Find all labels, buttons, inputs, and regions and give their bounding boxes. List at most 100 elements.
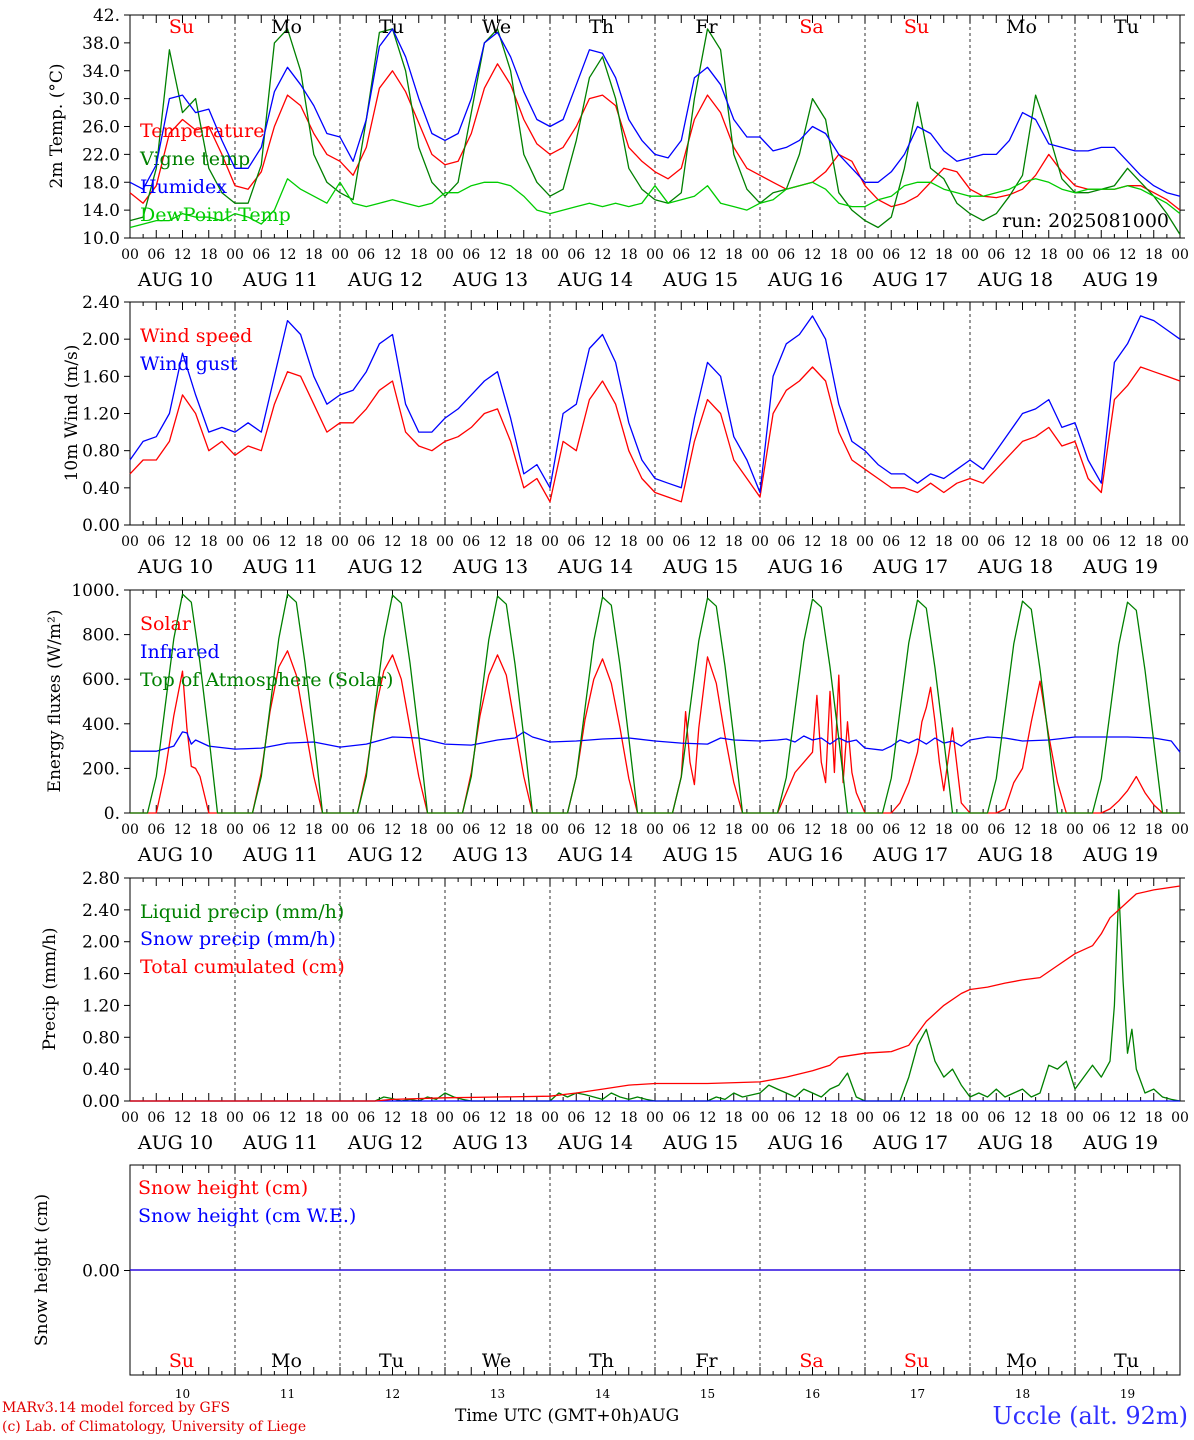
- hour-tick-label: 12: [279, 1110, 297, 1126]
- hour-tick-label: 12: [909, 1110, 927, 1126]
- date-label: AUG 14: [557, 269, 633, 291]
- date-label: AUG 16: [767, 844, 843, 866]
- hour-tick-label: 00: [541, 534, 559, 550]
- hour-tick-label: 18: [410, 822, 428, 838]
- date-label: AUG 11: [242, 1132, 318, 1154]
- date-label: AUG 13: [452, 844, 528, 866]
- hour-tick-label: 00: [331, 247, 349, 263]
- legend-entry: Liquid precip (mm/h): [140, 901, 344, 923]
- hour-tick-label: 18: [830, 534, 848, 550]
- hour-tick-label: 00: [541, 822, 559, 838]
- hour-tick-label: 12: [279, 822, 297, 838]
- day-name-label: We: [482, 16, 511, 38]
- day-name-label: Mo: [1006, 16, 1037, 38]
- hour-tick-label: 06: [777, 247, 795, 263]
- hour-tick-label: 06: [567, 534, 585, 550]
- y-tick-label: 14.0: [82, 201, 120, 221]
- hour-tick-label: 00: [646, 1110, 664, 1126]
- legend-entry: Vigne temp: [139, 148, 250, 170]
- day-number-label: 13: [490, 1387, 505, 1401]
- y-tick-label: 400.: [82, 715, 120, 735]
- hour-tick-label: 18: [1145, 822, 1163, 838]
- y-tick-label: 1.20: [82, 996, 120, 1016]
- hour-tick-label: 00: [751, 1110, 769, 1126]
- panel-frame: [129, 589, 1181, 814]
- date-label: AUG 12: [347, 844, 423, 866]
- series-line: [130, 593, 1180, 814]
- hour-tick-label: 18: [305, 247, 323, 263]
- hour-tick-label: 00: [541, 247, 559, 263]
- y-tick-label: 1.20: [82, 405, 120, 425]
- hour-tick-label: 18: [410, 1110, 428, 1126]
- series-line: [129, 178, 1181, 229]
- date-label: AUG 11: [242, 844, 318, 866]
- date-label: AUG 11: [242, 556, 318, 578]
- hour-tick-label: 06: [252, 247, 270, 263]
- hour-tick-label: 00: [436, 1110, 454, 1126]
- hour-tick-label: 12: [909, 534, 927, 550]
- hour-tick-label: 12: [174, 822, 192, 838]
- day-name-label: Tu: [379, 1350, 404, 1372]
- hour-tick-label: 18: [725, 822, 743, 838]
- hour-tick-label: 18: [620, 1110, 638, 1126]
- credit-line-lab: (c) Lab. of Climatology, University of L…: [2, 1419, 307, 1435]
- hour-tick-label: 12: [909, 822, 927, 838]
- legend-entry: Wind speed: [140, 325, 252, 347]
- y-tick-label: 10.0: [82, 229, 120, 249]
- hour-tick-label: 06: [882, 822, 900, 838]
- hour-tick-label: 18: [200, 534, 218, 550]
- date-label: AUG 14: [557, 844, 633, 866]
- hour-tick-label: 00: [1066, 534, 1084, 550]
- y-tick-label: 2.40: [82, 293, 120, 313]
- y-tick-label: 0.40: [82, 479, 120, 499]
- hour-tick-label: 18: [830, 1110, 848, 1126]
- hour-tick-label: 00: [856, 822, 874, 838]
- hour-tick-label: 06: [147, 534, 165, 550]
- date-label: AUG 10: [137, 1132, 213, 1154]
- hour-tick-label: 06: [567, 822, 585, 838]
- hour-tick-label: 12: [384, 534, 402, 550]
- hour-tick-label: 00: [226, 822, 244, 838]
- hour-tick-label: 00: [1171, 1110, 1189, 1126]
- hour-tick-label: 18: [935, 1110, 953, 1126]
- date-label: AUG 16: [767, 269, 843, 291]
- day-number-label: 18: [1015, 1387, 1030, 1401]
- hour-tick-label: 18: [935, 247, 953, 263]
- hour-tick-label: 12: [699, 534, 717, 550]
- hour-tick-label: 18: [1145, 1110, 1163, 1126]
- hour-tick-label: 18: [515, 247, 533, 263]
- hour-tick-label: 12: [279, 247, 297, 263]
- y-tick-label: 34.0: [82, 62, 120, 82]
- y-axis-label: Energy fluxes (W/m²): [45, 610, 65, 793]
- date-label: AUG 17: [872, 556, 948, 578]
- day-number-label: 11: [280, 1387, 295, 1401]
- hour-tick-label: 18: [620, 247, 638, 263]
- hour-tick-label: 12: [384, 822, 402, 838]
- hour-tick-label: 12: [174, 1110, 192, 1126]
- y-tick-label: 1.60: [82, 367, 120, 387]
- snow-panel: 0.00 Snow height (cm) Snow height (cm) Snow…: [32, 1164, 1185, 1401]
- y-tick-label: 42.: [93, 6, 120, 26]
- y-tick-label: 0.80: [82, 442, 120, 462]
- y-tick-label: 18.0: [82, 173, 120, 193]
- day-name-label: Mo: [271, 1350, 302, 1372]
- date-label: AUG 12: [347, 556, 423, 578]
- y-tick-label: 38.0: [82, 34, 120, 54]
- legend-entry: DewPoint Temp: [140, 204, 291, 226]
- day-name-label: Tu: [379, 16, 404, 38]
- hour-tick-label: 00: [1066, 822, 1084, 838]
- y-tick-label: 26.0: [82, 118, 120, 138]
- hour-tick-label: 18: [305, 822, 323, 838]
- hour-tick-label: 06: [252, 534, 270, 550]
- series-line: [129, 315, 1181, 494]
- hour-tick-label: 06: [462, 1110, 480, 1126]
- y-tick-label: 2.80: [82, 869, 120, 889]
- y-tick-label: 0.: [104, 804, 120, 824]
- hour-tick-label: 06: [147, 822, 165, 838]
- hour-tick-label: 06: [1092, 822, 1110, 838]
- date-label: AUG 19: [1082, 844, 1158, 866]
- hour-tick-label: 18: [1040, 822, 1058, 838]
- day-name-label: Tu: [1114, 16, 1139, 38]
- hour-tick-label: 18: [935, 534, 953, 550]
- hour-tick-label: 06: [987, 247, 1005, 263]
